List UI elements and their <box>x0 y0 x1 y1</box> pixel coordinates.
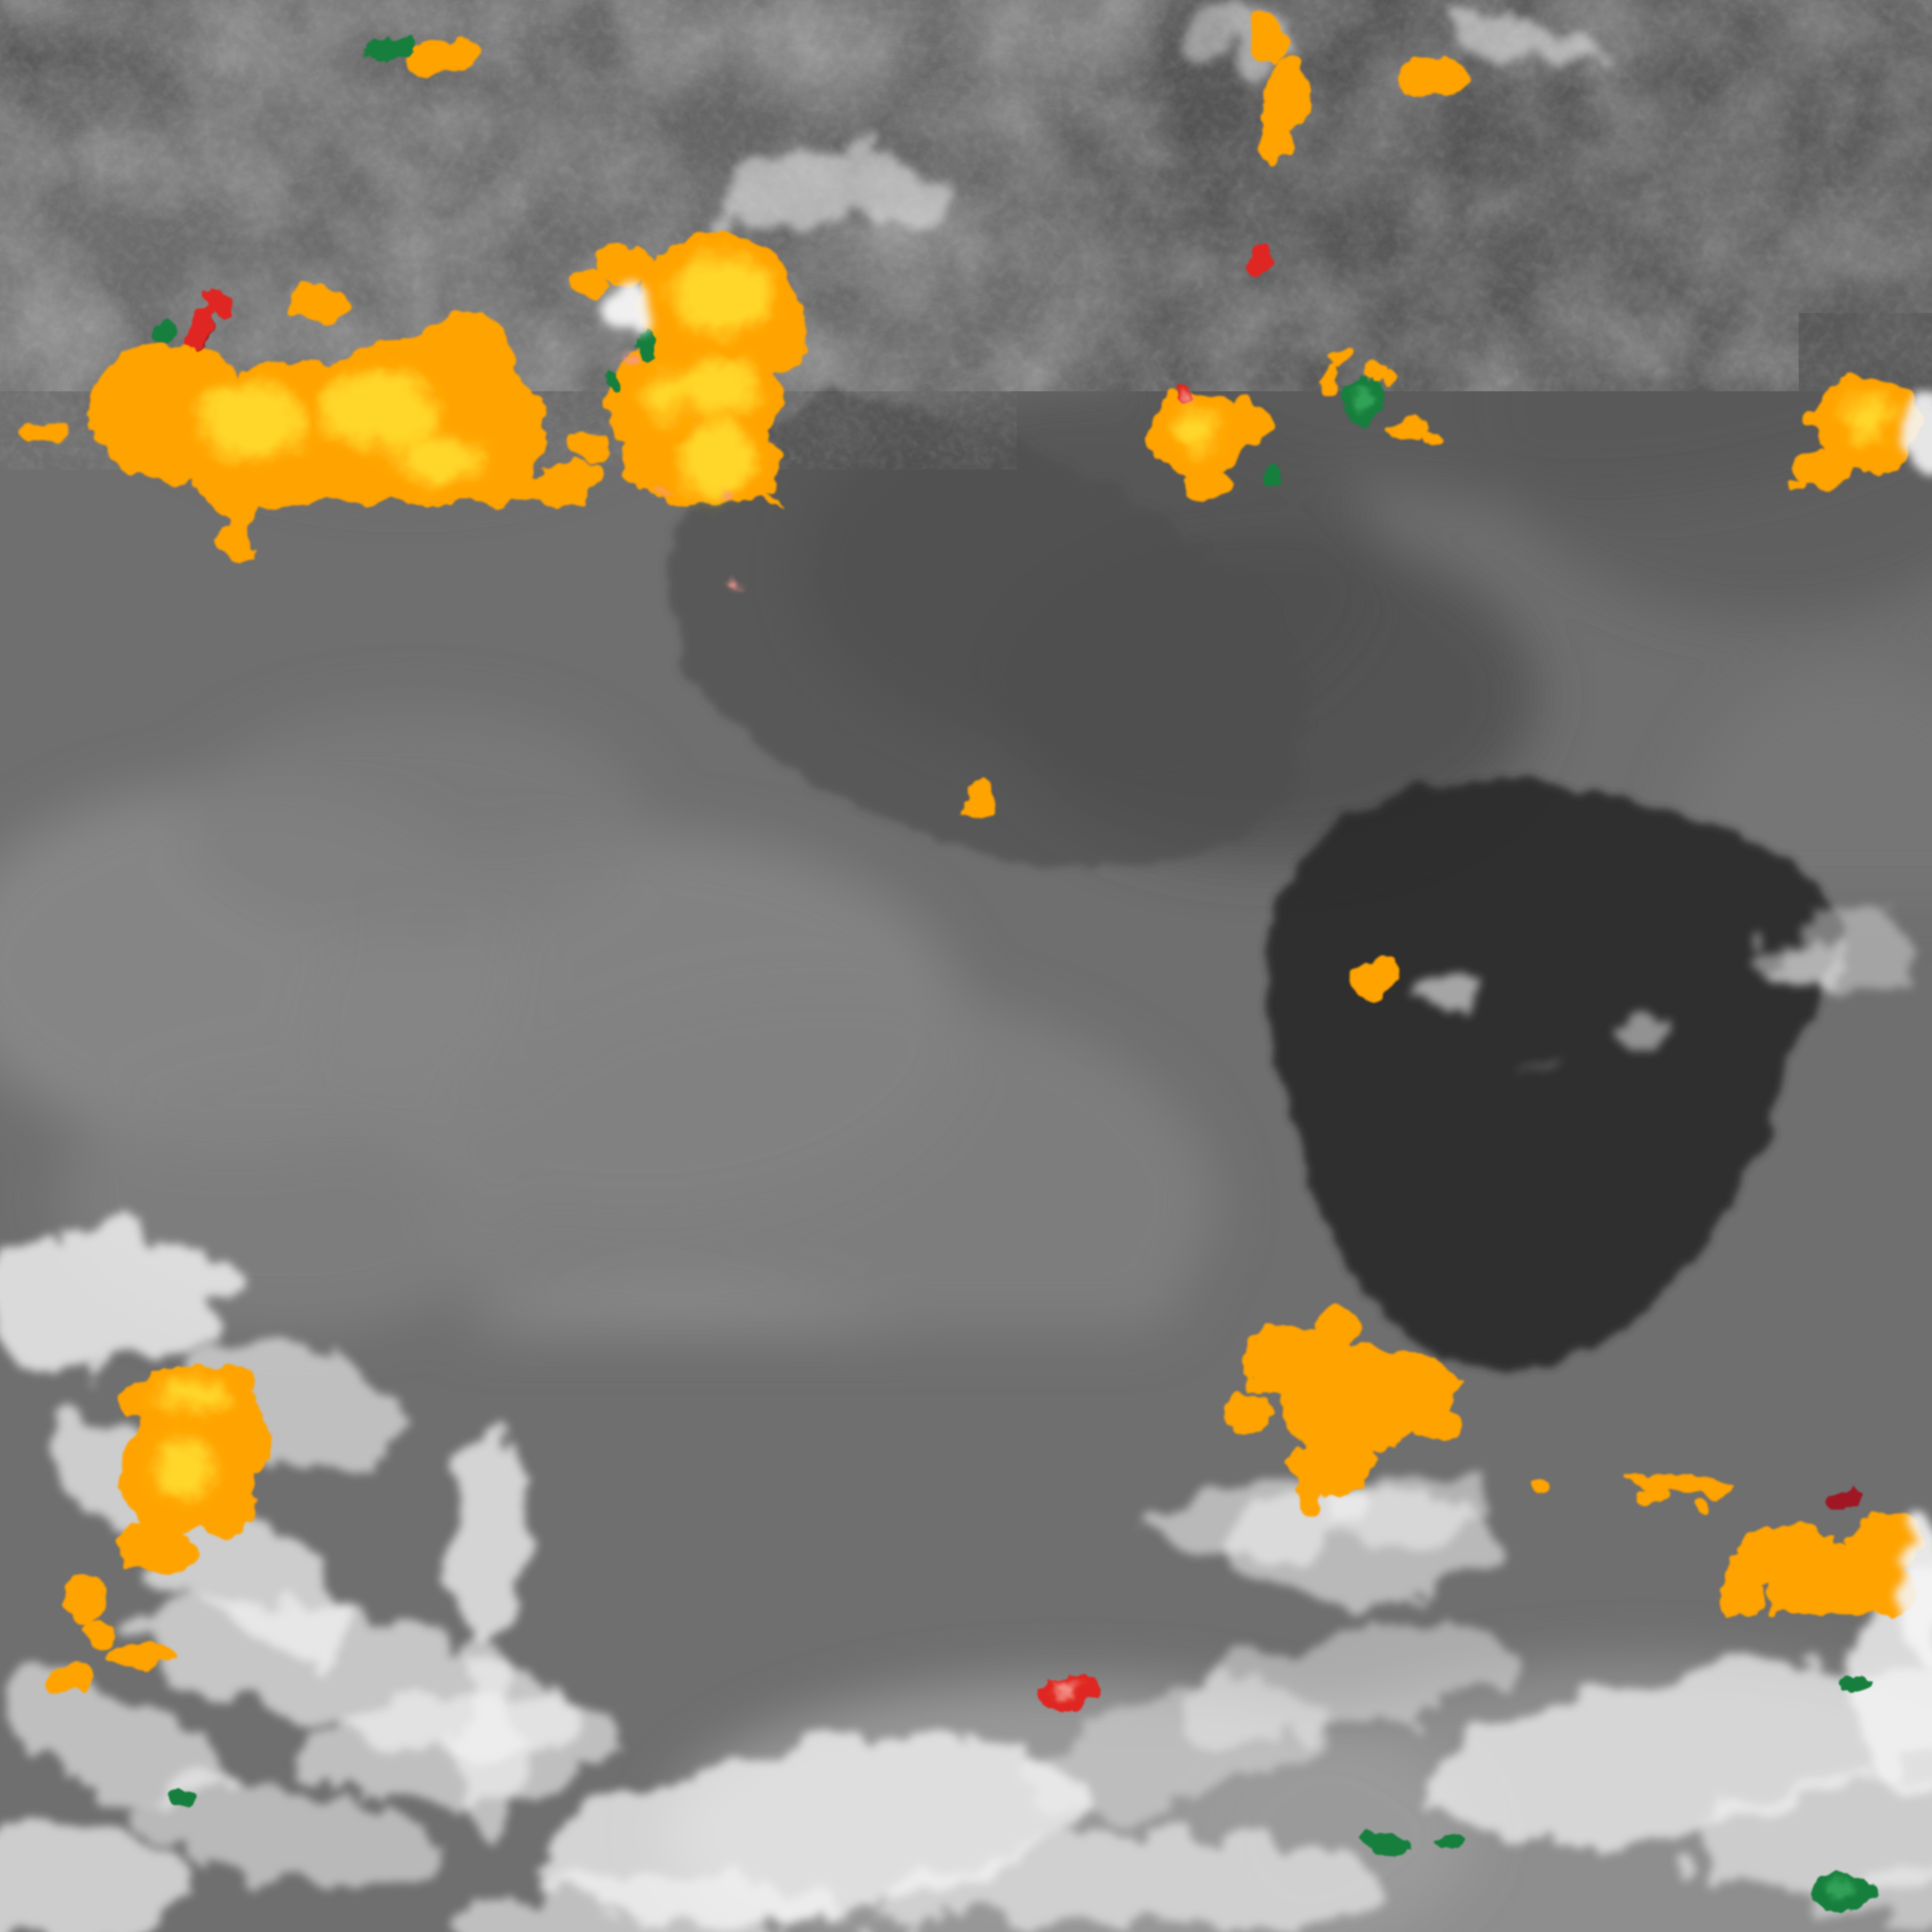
bright-cloud-accent <box>611 292 653 326</box>
convection-cell-orange <box>1462 1895 1493 1910</box>
convection-cell-orange <box>1636 1487 1667 1503</box>
convection-core-pink <box>657 487 669 495</box>
convection-cell-green <box>605 369 620 392</box>
white-cloud-blob <box>456 1633 518 1865</box>
convection-core-pink <box>718 493 734 501</box>
convection-cell-orange <box>19 1737 58 1760</box>
white-cloud-blob <box>821 270 995 502</box>
convection-cell-orange <box>1416 1409 1462 1439</box>
convection-cell-orange <box>0 1847 66 1882</box>
convection-cell-orange <box>715 611 754 665</box>
white-cloud-blob <box>1082 869 1275 1024</box>
convection-cell-orange <box>0 1806 93 1841</box>
convection-cell-orange <box>757 499 781 522</box>
satellite-ir-image <box>0 0 1932 1932</box>
convection-cell-orange <box>1497 1849 1532 1868</box>
convection-cell-orange <box>806 510 825 533</box>
convection-cell-orange <box>1265 54 1308 132</box>
convection-cell-green <box>1265 462 1281 485</box>
convection-cell-orange <box>64 1572 107 1627</box>
convection-cell-orange <box>574 272 608 299</box>
convection-cell-orange <box>85 1621 119 1648</box>
convection-cell-orange <box>1492 1814 1531 1838</box>
convection-core-yellow <box>672 255 773 332</box>
white-cloud-blob <box>1749 937 1845 995</box>
convection-core-green-light <box>1825 1882 1856 1897</box>
convection-cell-orange <box>1739 1623 1797 1657</box>
convection-cell-orange <box>1702 1640 1737 1664</box>
convection-cell-orange <box>46 1665 92 1696</box>
convection-cell-green <box>640 328 655 359</box>
convection-cell-orange <box>1215 400 1270 446</box>
convection-cell-orange <box>1250 15 1284 62</box>
convection-cell-orange <box>19 423 70 442</box>
convection-core-yellow <box>1843 398 1894 440</box>
convection-cell-orange <box>1783 479 1810 494</box>
convection-cell-red <box>185 334 197 346</box>
convection-core-pink <box>1053 1681 1080 1696</box>
white-cloud-blob <box>1710 1121 1825 1198</box>
convection-cell-orange <box>1350 958 1401 997</box>
convection-core-green-light <box>1353 387 1372 410</box>
white-cloud-blob <box>1507 1059 1585 1105</box>
convection-core-yellow <box>1801 1559 1878 1617</box>
convection-cell-orange <box>964 779 995 821</box>
convection-core-pink <box>622 352 637 363</box>
convection-cell-orange <box>1528 1480 1552 1495</box>
white-cloud-blob <box>792 502 1024 773</box>
white-cloud-blob <box>1615 1000 1715 1055</box>
convection-cell-orange <box>1382 371 1401 386</box>
white-cloud-blob <box>454 1430 531 1642</box>
convection-core-yellow <box>201 382 301 460</box>
convection-cell-green <box>1841 1675 1869 1691</box>
convection-cell-orange <box>1803 404 1833 427</box>
convection-cell-orange <box>1185 467 1235 502</box>
convection-core-yellow <box>684 360 754 414</box>
convection-core-yellow <box>647 373 686 419</box>
convection-cell-orange <box>1318 1300 1356 1346</box>
convection-cell-orange <box>1689 1501 1712 1516</box>
convection-cell-orange <box>104 1644 182 1667</box>
convection-core-yellow <box>678 421 755 499</box>
convection-cell-orange <box>1720 1557 1766 1627</box>
convection-cell-orange <box>1420 433 1439 448</box>
convection-cell-green <box>155 317 174 344</box>
convection-cell-orange <box>421 309 514 394</box>
convection-cell-orange <box>116 1518 193 1572</box>
convection-cell-dark-red <box>1825 1489 1860 1508</box>
convection-cell-orange <box>747 584 778 661</box>
convection-core-yellow <box>321 371 437 448</box>
white-cloud-blob <box>1335 852 1389 887</box>
convection-core-yellow <box>1327 1416 1397 1462</box>
convection-cell-orange <box>1294 1478 1325 1517</box>
weather-satellite-view <box>0 0 1932 1932</box>
convection-cell-orange <box>284 284 345 323</box>
convection-core-yellow <box>398 437 483 483</box>
convection-cell-green <box>1436 1833 1463 1849</box>
convection-cell-orange <box>1223 1391 1269 1430</box>
convection-cell-orange <box>570 429 609 460</box>
convection-cell-orange <box>120 1884 198 1911</box>
white-cloud-blob <box>1414 970 1476 1008</box>
convection-cell-orange <box>1319 365 1338 396</box>
convection-core-pink <box>1180 390 1192 402</box>
convection-core-yellow <box>158 1380 228 1411</box>
convection-cell-orange <box>1260 120 1290 163</box>
convection-core-yellow <box>1175 411 1221 450</box>
convection-core-pink <box>728 579 740 591</box>
convection-cell-orange <box>1768 1866 1798 1885</box>
convection-core-yellow <box>153 1438 214 1499</box>
convection-cell-orange <box>1393 56 1466 99</box>
white-cloud-blob <box>888 985 1121 1178</box>
